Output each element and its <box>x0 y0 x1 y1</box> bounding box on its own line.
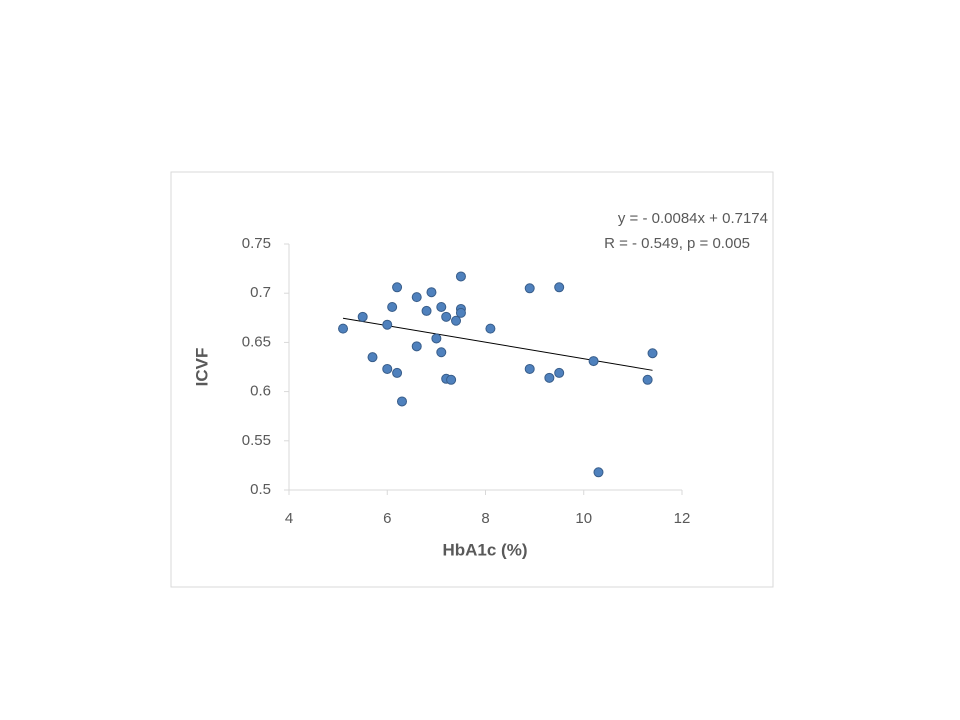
point <box>441 311 452 322</box>
point <box>554 282 565 293</box>
point <box>451 315 462 326</box>
point <box>485 323 496 334</box>
point <box>446 374 457 385</box>
point <box>431 333 442 344</box>
annotation: R = - 0.549, p = 0.005 <box>604 235 750 252</box>
x-tick-label: 10 <box>575 510 592 527</box>
y-tick-label: 0.65 <box>242 333 271 350</box>
point <box>593 467 604 478</box>
point <box>357 311 368 322</box>
point <box>436 347 447 358</box>
y-tick-label: 0.7 <box>250 284 271 301</box>
point <box>392 282 403 293</box>
point <box>392 367 403 378</box>
y-axis-title: ICVF <box>192 348 211 387</box>
point <box>411 341 422 352</box>
trendline <box>342 317 653 371</box>
y-tick-label: 0.75 <box>242 235 271 252</box>
point <box>544 372 555 383</box>
chart-frame <box>170 171 774 588</box>
x-tick-label: 12 <box>674 510 691 527</box>
point <box>436 301 447 312</box>
x-tick-label: 6 <box>383 510 391 527</box>
point <box>647 348 658 359</box>
point <box>411 292 422 303</box>
point <box>387 301 398 312</box>
point <box>455 307 466 318</box>
x-axis-title: HbA1c (%) <box>442 540 527 559</box>
point <box>524 283 535 294</box>
x-tick-label: 8 <box>481 510 489 527</box>
point <box>396 396 407 407</box>
point <box>426 287 437 298</box>
point <box>455 271 466 282</box>
y-tick-label: 0.6 <box>250 383 271 400</box>
point <box>588 356 599 367</box>
point <box>367 352 378 363</box>
y-tick-label: 0.5 <box>250 481 271 498</box>
y-tick-label: 0.55 <box>242 432 271 449</box>
point <box>642 374 653 385</box>
point <box>524 363 535 374</box>
point <box>382 363 393 374</box>
annotation: y = - 0.0084x + 0.7174 <box>618 210 768 227</box>
x-tick-label: 4 <box>285 510 293 527</box>
point <box>338 323 349 334</box>
point <box>554 367 565 378</box>
point <box>421 305 432 316</box>
point <box>382 319 393 330</box>
